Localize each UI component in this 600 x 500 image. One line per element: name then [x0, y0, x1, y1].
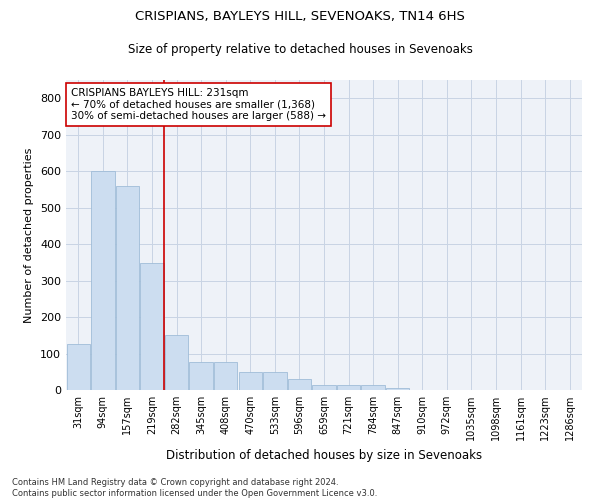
Bar — [214, 362, 238, 390]
Bar — [288, 379, 311, 390]
Bar — [67, 344, 90, 390]
X-axis label: Distribution of detached houses by size in Sevenoaks: Distribution of detached houses by size … — [166, 448, 482, 462]
Bar — [337, 386, 360, 390]
Bar — [313, 384, 335, 390]
Bar — [386, 388, 409, 390]
Text: CRISPIANS, BAYLEYS HILL, SEVENOAKS, TN14 6HS: CRISPIANS, BAYLEYS HILL, SEVENOAKS, TN14… — [135, 10, 465, 23]
Text: Contains HM Land Registry data © Crown copyright and database right 2024.
Contai: Contains HM Land Registry data © Crown c… — [12, 478, 377, 498]
Bar — [116, 186, 139, 390]
Bar — [190, 362, 213, 390]
Bar — [361, 386, 385, 390]
Bar — [239, 372, 262, 390]
Text: CRISPIANS BAYLEYS HILL: 231sqm
← 70% of detached houses are smaller (1,368)
30% : CRISPIANS BAYLEYS HILL: 231sqm ← 70% of … — [71, 88, 326, 121]
Bar — [140, 263, 164, 390]
Bar — [165, 336, 188, 390]
Bar — [263, 372, 287, 390]
Y-axis label: Number of detached properties: Number of detached properties — [25, 148, 34, 322]
Text: Size of property relative to detached houses in Sevenoaks: Size of property relative to detached ho… — [128, 42, 472, 56]
Bar — [91, 171, 115, 390]
